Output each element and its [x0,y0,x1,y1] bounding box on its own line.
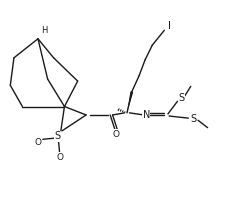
Text: N: N [143,110,150,120]
Text: H: H [41,26,47,35]
Polygon shape [127,91,133,113]
Text: O: O [113,130,120,138]
Text: O: O [56,153,63,162]
Text: O: O [35,138,41,147]
Text: S: S [190,114,196,124]
Text: I: I [168,21,171,31]
Text: S: S [54,131,60,141]
Text: S: S [178,93,184,103]
